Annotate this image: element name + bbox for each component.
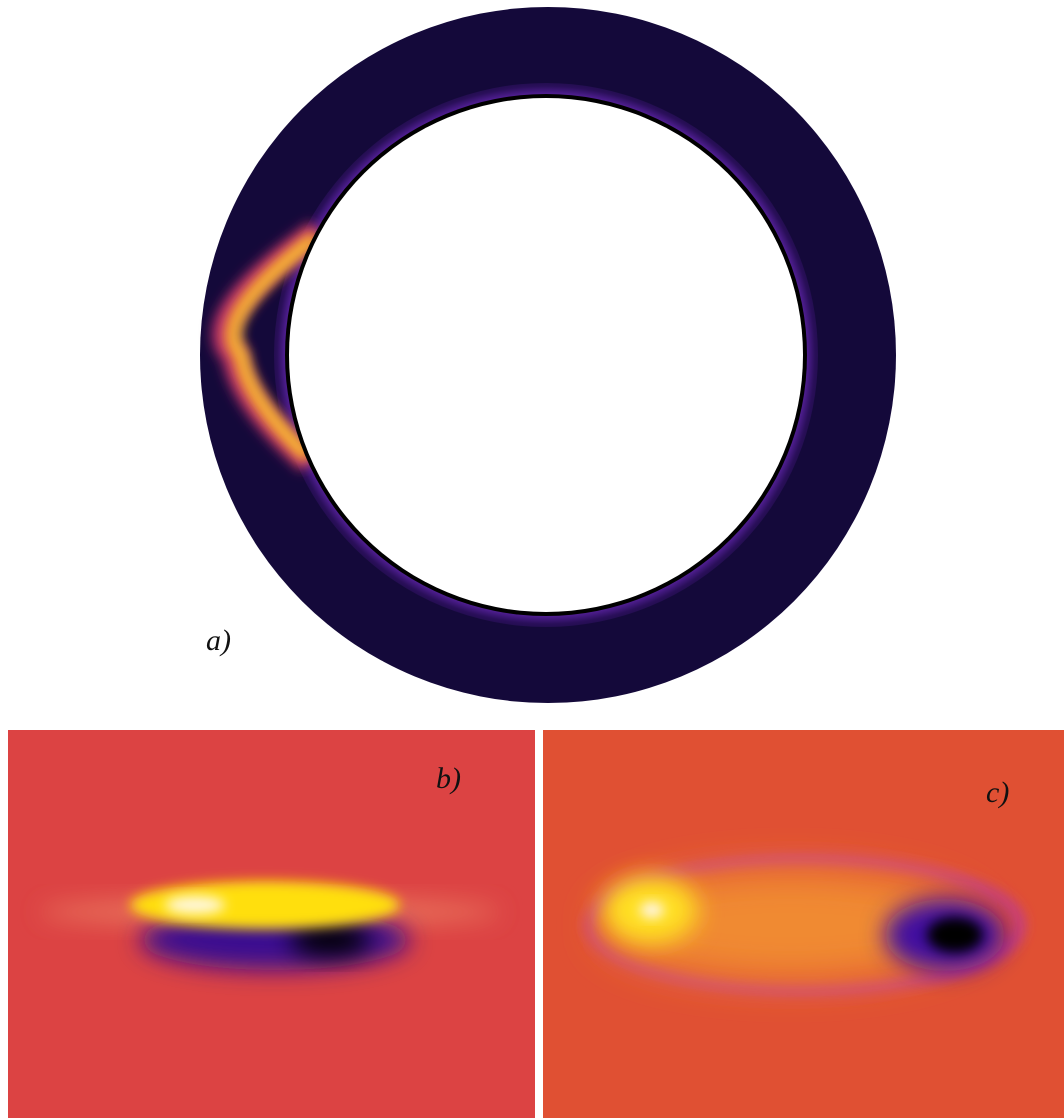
panel-b: b) [8,730,535,1118]
crescent-core [235,240,314,454]
inner-disc [289,98,803,612]
panel-label: a) [206,624,231,657]
panel-label: b) [436,762,461,795]
blob-core-dark [290,924,370,956]
panel-label: c) [986,776,1009,809]
blob-bright [130,881,400,929]
blob-core-bright [640,902,664,918]
panel-c: c) [543,730,1064,1118]
blob-core-dark [927,917,983,953]
loop-fill [600,870,980,980]
blob-core-bright [165,896,225,914]
crescent [225,231,320,463]
loop [585,855,1025,995]
panel-a: a) [200,7,896,703]
